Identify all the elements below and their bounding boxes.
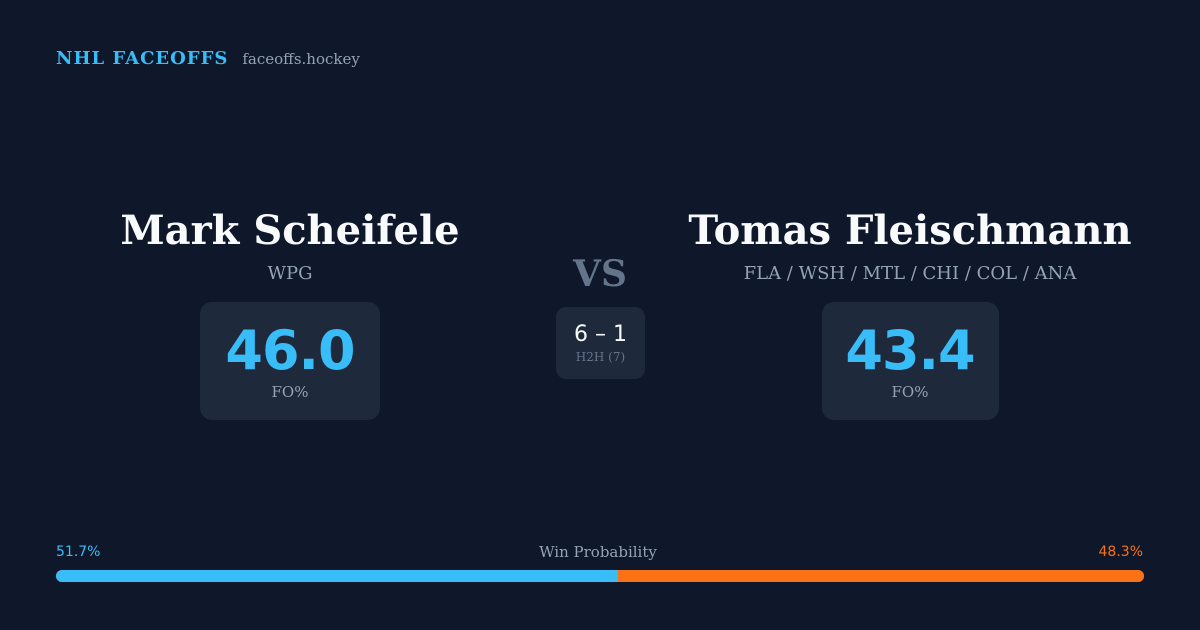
player-right: Tomas Fleischmann FLA / WSH / MTL / CHI …: [660, 206, 1160, 420]
win-probability-left: 51.7%: [56, 544, 101, 560]
player-left-name: Mark Scheifele: [120, 207, 460, 254]
win-probability-title: Win Probability: [539, 543, 657, 561]
win-probability-bar-left: [56, 570, 619, 582]
player-left: Mark Scheifele WPG 46.0 FO%: [90, 206, 490, 420]
versus-label: VS: [573, 253, 627, 295]
player-right-fo-label: FO%: [891, 383, 929, 401]
player-left-stat-card: 46.0 FO%: [200, 302, 380, 420]
player-right-name: Tomas Fleischmann: [688, 207, 1132, 254]
player-right-team: FLA / WSH / MTL / CHI / COL / ANA: [743, 263, 1077, 284]
player-left-fo-label: FO%: [271, 383, 309, 401]
brand-title: NHL FACEOFFS: [56, 48, 229, 69]
head-to-head-card: 6 – 1 H2H (7): [556, 307, 645, 379]
win-probability-bar-right: [618, 570, 1144, 582]
player-left-fo-value: 46.0: [225, 319, 355, 382]
win-probability-bar: [56, 570, 1144, 582]
player-right-fo-value: 43.4: [845, 319, 975, 382]
brand-domain: faceoffs.hockey: [242, 50, 360, 68]
head-to-head-label: H2H (7): [575, 350, 626, 364]
head-to-head-score: 6 – 1: [574, 322, 627, 347]
win-probability-right: 48.3%: [1098, 544, 1143, 560]
brand-header: NHL FACEOFFS faceoffs.hockey: [56, 48, 360, 74]
player-left-team: WPG: [267, 263, 313, 284]
player-right-stat-card: 43.4 FO%: [821, 302, 999, 420]
